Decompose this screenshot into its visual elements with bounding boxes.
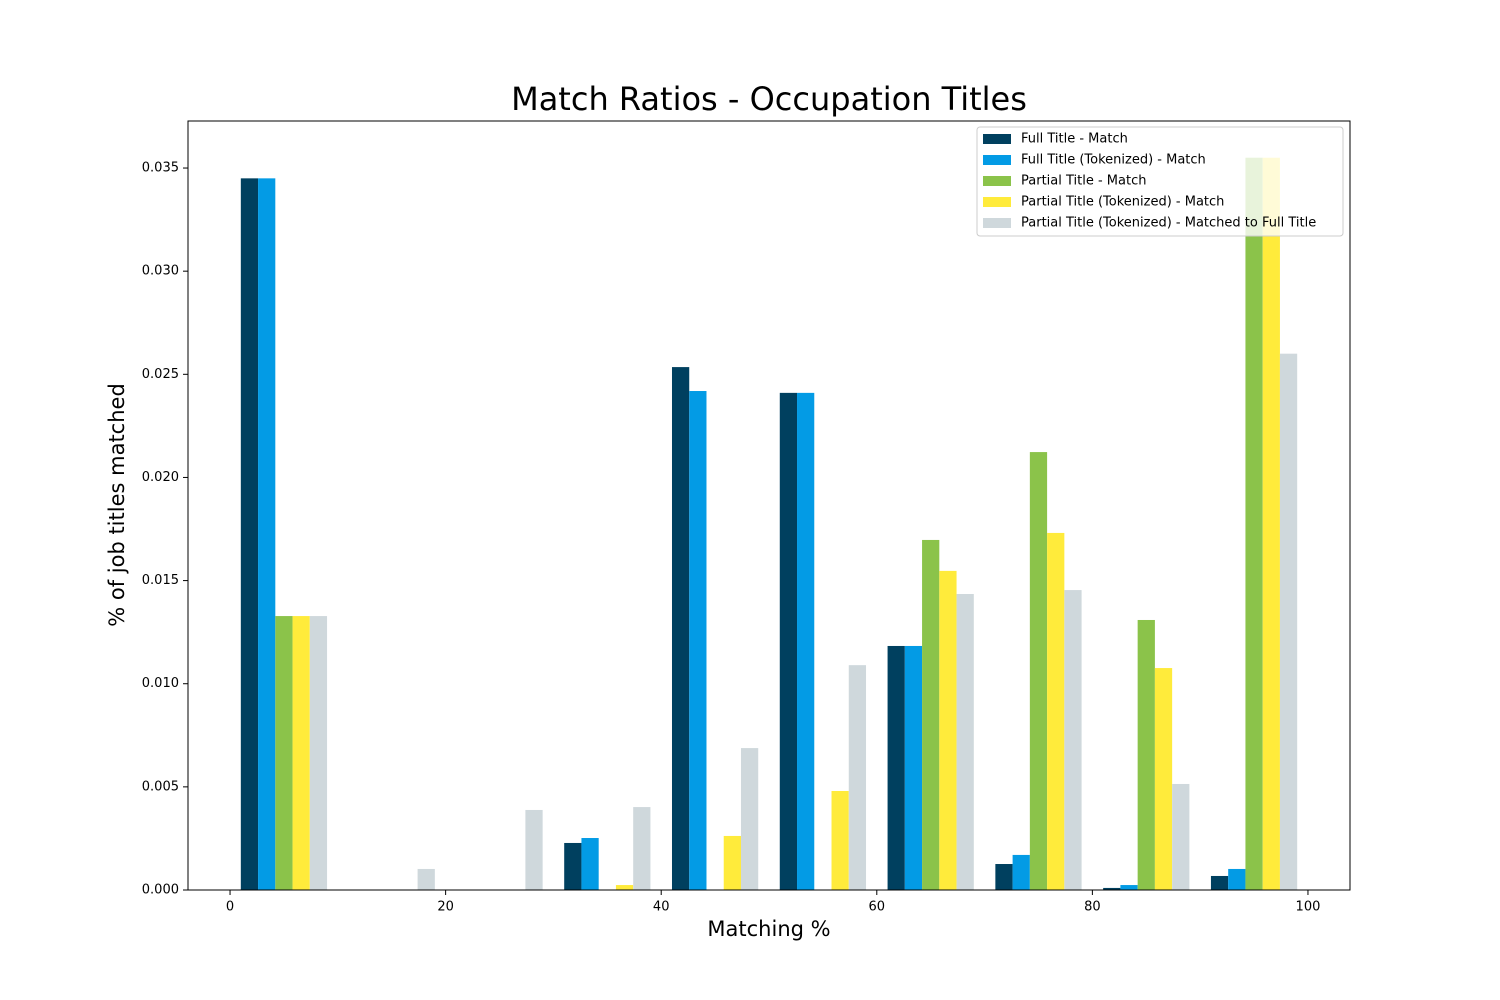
bar <box>671 367 690 890</box>
bar <box>1064 590 1082 890</box>
legend-swatch <box>983 176 1011 186</box>
legend-swatch <box>983 218 1011 228</box>
legend-swatch <box>983 155 1011 165</box>
bar <box>258 178 276 890</box>
bar <box>564 842 582 890</box>
bar <box>939 570 957 890</box>
bar <box>956 593 974 890</box>
y-tick-label: 0.000 <box>142 883 179 898</box>
bar <box>797 392 815 890</box>
bar <box>995 864 1013 890</box>
bar <box>887 645 905 890</box>
bar <box>417 868 435 890</box>
y-tick-label: 0.005 <box>142 779 179 794</box>
y-tick-label: 0.015 <box>142 573 179 588</box>
x-tick-label: 60 <box>869 900 886 915</box>
legend-label: Partial Title (Tokenized) - Match <box>1021 195 1224 210</box>
x-axis-label: Matching % <box>707 917 830 941</box>
y-tick-label: 0.020 <box>142 470 179 485</box>
bar <box>633 807 651 890</box>
bar <box>525 809 543 890</box>
legend-label: Partial Title (Tokenized) - Matched to F… <box>1021 216 1316 231</box>
bar <box>740 748 759 890</box>
legend-box <box>976 126 1344 237</box>
bar <box>922 539 940 890</box>
chart-title: Match Ratios - Occupation Titles <box>511 80 1027 118</box>
x-tick-label: 20 <box>437 900 454 915</box>
bar <box>615 885 634 890</box>
bar <box>275 616 293 890</box>
bar <box>1029 452 1048 890</box>
bar <box>1012 854 1030 890</box>
x-tick-label: 40 <box>653 900 670 915</box>
bar <box>1279 353 1298 890</box>
bar <box>831 790 849 890</box>
bar <box>1210 875 1229 890</box>
bar <box>689 391 707 890</box>
y-tick-label: 0.010 <box>142 676 179 691</box>
bar <box>1103 887 1121 890</box>
bar <box>581 838 599 890</box>
x-tick-label: 0 <box>226 900 234 915</box>
legend-label: Full Title (Tokenized) - Match <box>1021 153 1206 168</box>
bar <box>1047 532 1065 890</box>
plot-frame <box>187 120 1351 891</box>
bar <box>1262 157 1280 890</box>
bar <box>309 616 328 890</box>
x-tick-label: 100 <box>1296 900 1321 915</box>
legend-swatch <box>983 134 1011 144</box>
y-tick-label: 0.030 <box>142 264 179 279</box>
legend-label: Full Title - Match <box>1021 132 1128 147</box>
bar <box>1154 668 1173 890</box>
bar <box>1228 868 1246 890</box>
bar <box>1137 619 1155 890</box>
bar <box>1172 783 1190 890</box>
bar <box>779 392 798 890</box>
y-axis-label: % of job titles matched <box>105 383 129 627</box>
bar <box>1245 157 1263 890</box>
legend-label: Partial Title - Match <box>1021 174 1146 189</box>
bar <box>848 665 867 890</box>
x-tick-label: 80 <box>1084 900 1101 915</box>
bar <box>723 835 741 890</box>
bar <box>1120 885 1138 890</box>
y-tick-label: 0.025 <box>142 367 179 382</box>
bar <box>904 645 923 890</box>
bar <box>292 616 310 890</box>
legend-swatch <box>983 197 1011 207</box>
y-tick-label: 0.035 <box>142 161 179 176</box>
bar <box>240 178 259 890</box>
